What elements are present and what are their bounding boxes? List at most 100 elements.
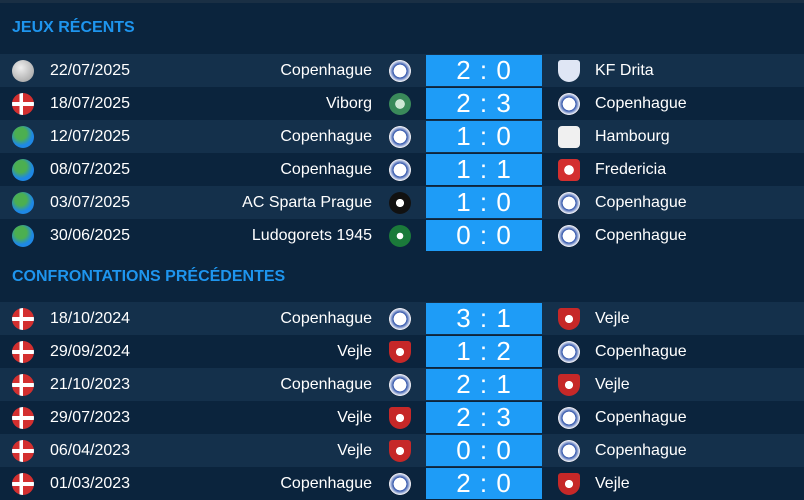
away-crest-icon bbox=[558, 373, 580, 396]
home-crest-icon bbox=[389, 125, 411, 148]
competition-flag-icon bbox=[12, 373, 34, 396]
away-team[interactable]: Fredericia bbox=[595, 160, 667, 178]
score-box[interactable]: 0 : 0 bbox=[426, 435, 542, 466]
home-crest-icon bbox=[389, 439, 411, 462]
score-box[interactable]: 3 : 1 bbox=[426, 303, 542, 334]
home-crest-icon bbox=[389, 158, 411, 181]
home-team[interactable]: Copenhague bbox=[280, 309, 372, 327]
match-date: 06/04/2023 bbox=[50, 441, 131, 459]
match-date: 29/09/2024 bbox=[50, 342, 131, 360]
home-team[interactable]: Ludogorets 1945 bbox=[251, 226, 372, 244]
away-crest-icon bbox=[558, 406, 580, 429]
section-title: JEUX RÉCENTS bbox=[12, 19, 135, 36]
away-crest-icon bbox=[558, 340, 580, 363]
match-row[interactable]: 29/09/2024 Vejle 1 : 2 Copenhague bbox=[0, 335, 804, 368]
away-crest-icon bbox=[558, 472, 580, 495]
competition-flag-icon bbox=[12, 307, 34, 330]
top-divider bbox=[0, 0, 804, 3]
home-team[interactable]: AC Sparta Prague bbox=[242, 193, 372, 211]
score-box[interactable]: 2 : 3 bbox=[426, 402, 542, 433]
score-box[interactable]: 2 : 0 bbox=[426, 468, 542, 499]
score-box[interactable]: 1 : 0 bbox=[426, 187, 542, 218]
competition-flag-icon bbox=[12, 125, 34, 148]
score-box[interactable]: 1 : 2 bbox=[426, 336, 542, 367]
match-row[interactable]: 21/10/2023 Copenhague 2 : 1 Vejle bbox=[0, 368, 804, 401]
home-crest-icon bbox=[389, 373, 411, 396]
away-crest-icon bbox=[558, 158, 580, 181]
match-date: 12/07/2025 bbox=[50, 127, 131, 145]
away-team[interactable]: Copenhague bbox=[595, 94, 687, 112]
score-box[interactable]: 2 : 1 bbox=[426, 369, 542, 400]
match-row[interactable]: 06/04/2023 Vejle 0 : 0 Copenhague bbox=[0, 434, 804, 467]
match-date: 29/07/2023 bbox=[50, 408, 131, 426]
home-team[interactable]: Viborg bbox=[326, 94, 372, 112]
away-crest-icon bbox=[558, 191, 580, 214]
away-team[interactable]: KF Drita bbox=[595, 61, 654, 79]
away-team[interactable]: Copenhague bbox=[595, 441, 687, 459]
match-date: 18/07/2025 bbox=[50, 94, 131, 112]
away-team[interactable]: Copenhague bbox=[595, 408, 687, 426]
score-box[interactable]: 0 : 0 bbox=[426, 220, 542, 251]
score-box[interactable]: 1 : 0 bbox=[426, 121, 542, 152]
match-row[interactable]: 22/07/2025 Copenhague 2 : 0 KF Drita bbox=[0, 54, 804, 87]
home-team[interactable]: Vejle bbox=[337, 441, 372, 459]
match-row[interactable]: 18/07/2025 Viborg 2 : 3 Copenhague bbox=[0, 87, 804, 120]
match-date: 21/10/2023 bbox=[50, 375, 131, 393]
match-row[interactable]: 03/07/2025 AC Sparta Prague 1 : 0 Copenh… bbox=[0, 186, 804, 219]
section-title: CONFRONTATIONS PRÉCÉDENTES bbox=[12, 268, 286, 285]
match-date: 18/10/2024 bbox=[50, 309, 131, 327]
home-crest-icon bbox=[389, 92, 411, 115]
away-crest-icon bbox=[558, 439, 580, 462]
competition-flag-icon bbox=[12, 59, 34, 82]
competition-flag-icon bbox=[12, 340, 34, 363]
match-row[interactable]: 12/07/2025 Copenhague 1 : 0 Hambourg bbox=[0, 120, 804, 153]
home-crest-icon bbox=[389, 340, 411, 363]
away-team[interactable]: Copenhague bbox=[595, 193, 687, 211]
matches-panel: JEUX RÉCENTS 22/07/2025 Copenhague 2 : 0… bbox=[0, 3, 804, 500]
away-crest-icon bbox=[558, 59, 580, 82]
home-team[interactable]: Copenhague bbox=[280, 61, 372, 79]
score-box[interactable]: 1 : 1 bbox=[426, 154, 542, 185]
match-date: 30/06/2025 bbox=[50, 226, 131, 244]
away-crest-icon bbox=[558, 224, 580, 247]
away-team[interactable]: Copenhague bbox=[595, 226, 687, 244]
match-row[interactable]: 30/06/2025 Ludogorets 1945 0 : 0 Copenha… bbox=[0, 219, 804, 252]
home-crest-icon bbox=[389, 472, 411, 495]
away-crest-icon bbox=[558, 125, 580, 148]
home-team[interactable]: Vejle bbox=[337, 408, 372, 426]
match-row[interactable]: 29/07/2023 Vejle 2 : 3 Copenhague bbox=[0, 401, 804, 434]
home-crest-icon bbox=[389, 307, 411, 330]
away-team[interactable]: Hambourg bbox=[595, 127, 670, 145]
home-team[interactable]: Copenhague bbox=[280, 474, 372, 492]
home-team[interactable]: Copenhague bbox=[280, 127, 372, 145]
away-team[interactable]: Vejle bbox=[595, 474, 630, 492]
competition-flag-icon bbox=[12, 92, 34, 115]
home-crest-icon bbox=[389, 406, 411, 429]
competition-flag-icon bbox=[12, 439, 34, 462]
competition-flag-icon bbox=[12, 224, 34, 247]
competition-flag-icon bbox=[12, 158, 34, 181]
match-list: 22/07/2025 Copenhague 2 : 0 KF Drita 18/… bbox=[0, 54, 804, 252]
match-date: 22/07/2025 bbox=[50, 61, 131, 79]
home-team[interactable]: Copenhague bbox=[280, 375, 372, 393]
match-date: 08/07/2025 bbox=[50, 160, 131, 178]
away-team[interactable]: Vejle bbox=[595, 309, 630, 327]
home-team[interactable]: Vejle bbox=[337, 342, 372, 360]
away-team[interactable]: Vejle bbox=[595, 375, 630, 393]
away-team[interactable]: Copenhague bbox=[595, 342, 687, 360]
away-crest-icon bbox=[558, 307, 580, 330]
score-box[interactable]: 2 : 0 bbox=[426, 55, 542, 86]
competition-flag-icon bbox=[12, 191, 34, 214]
match-date: 01/03/2023 bbox=[50, 474, 131, 492]
match-row[interactable]: 08/07/2025 Copenhague 1 : 1 Fredericia bbox=[0, 153, 804, 186]
home-team[interactable]: Copenhague bbox=[280, 160, 372, 178]
home-crest-icon bbox=[389, 191, 411, 214]
score-box[interactable]: 2 : 3 bbox=[426, 88, 542, 119]
competition-flag-icon bbox=[12, 472, 34, 495]
match-date: 03/07/2025 bbox=[50, 193, 131, 211]
away-crest-icon bbox=[558, 92, 580, 115]
match-row[interactable]: 01/03/2023 Copenhague 2 : 0 Vejle bbox=[0, 467, 804, 500]
match-row[interactable]: 18/10/2024 Copenhague 3 : 1 Vejle bbox=[0, 302, 804, 335]
home-crest-icon bbox=[389, 224, 411, 247]
match-list: 18/10/2024 Copenhague 3 : 1 Vejle 29/09/… bbox=[0, 302, 804, 500]
